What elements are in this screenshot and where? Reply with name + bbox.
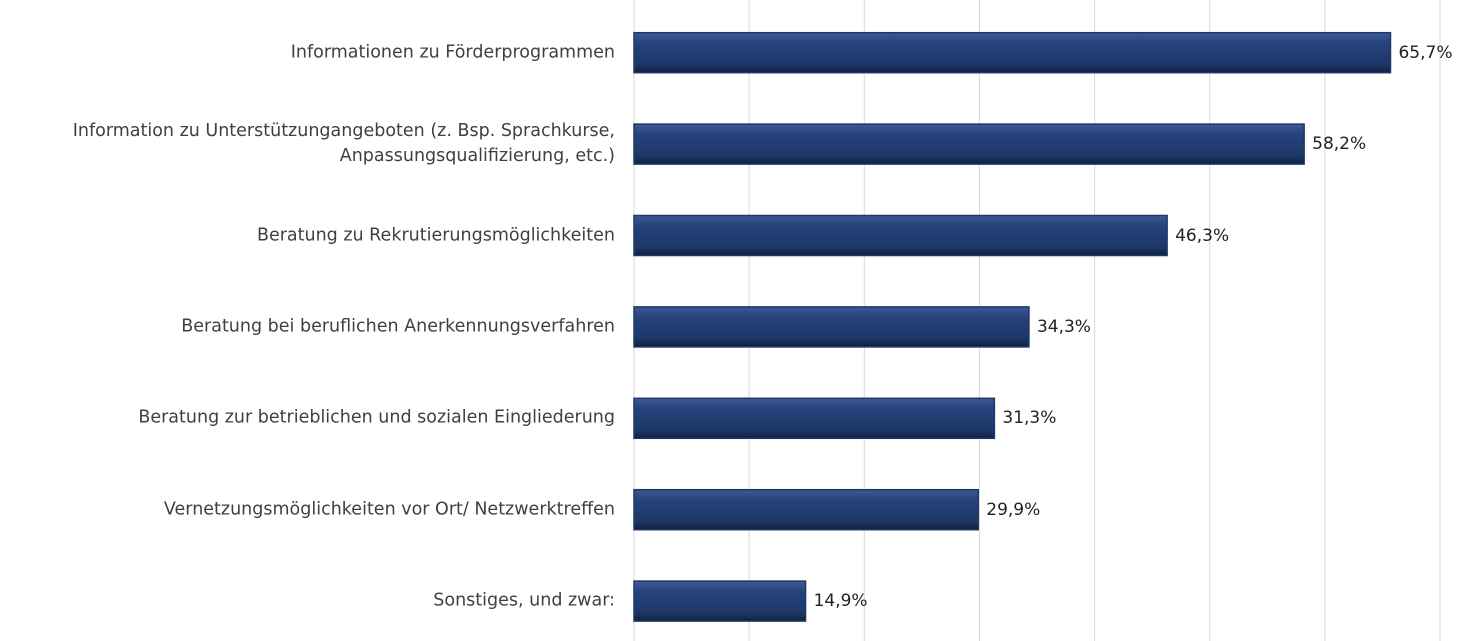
bar	[633, 397, 996, 440]
category-label: Beratung zu Rekrutierungsmöglichkeiten	[256, 225, 615, 245]
category-label: Informationen zu Förderprogrammen	[290, 42, 615, 63]
bar	[633, 306, 1030, 348]
value-label: 46,3%	[1175, 225, 1230, 246]
value-label: 58,2%	[1312, 134, 1367, 155]
value-label: 14,9%	[813, 591, 868, 612]
bar	[633, 31, 1392, 74]
bar	[633, 580, 807, 622]
category-label: Sonstiges, und zwar:	[433, 590, 615, 611]
value-label: 65,7%	[1398, 42, 1453, 63]
category-label: Beratung zur betrieblichen und sozialen …	[138, 407, 615, 428]
category-label: Information zu Unterstützungangeboten (z…	[72, 121, 615, 167]
value-label: 31,3%	[1002, 408, 1057, 429]
value-label: 34,3%	[1036, 316, 1091, 337]
category-label: Beratung bei beruflichen Anerkennungsver…	[181, 316, 615, 337]
bar	[633, 488, 980, 531]
bar	[633, 214, 1168, 257]
bar	[633, 123, 1305, 165]
category-label: Vernetzungsmöglichkeiten vor Ort/ Netzwe…	[163, 499, 615, 520]
value-label: 29,9%	[986, 499, 1041, 520]
